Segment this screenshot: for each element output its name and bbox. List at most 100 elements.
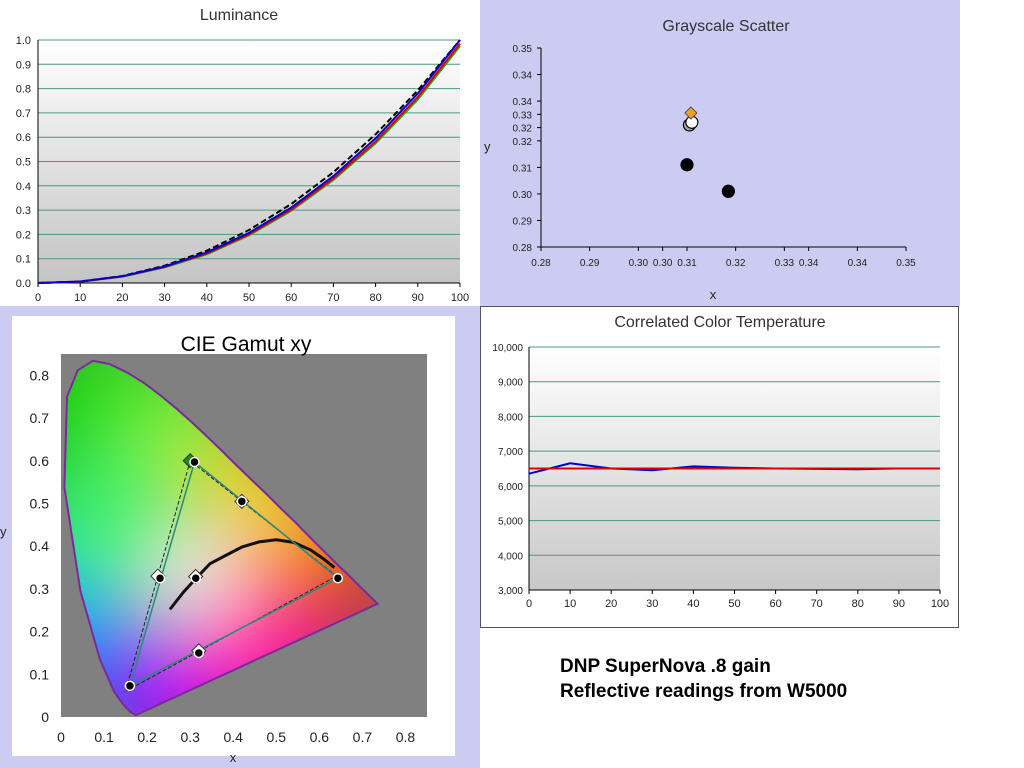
luminance-y-tick: 0.4 [16,181,31,193]
cct-x-tick: 50 [728,598,740,610]
luminance-x-tick: 40 [201,292,213,304]
scatter-x-tick: 0.31 [677,258,697,269]
cct-x-tick: 20 [605,598,617,610]
luminance-series-line-0 [37,39,461,284]
scatter-y-tick: 0.33 [513,110,533,121]
cie-y-label: y [0,524,7,539]
cct-y-tick: 4,000 [498,551,523,562]
cct-y-tick: 8,000 [498,412,523,423]
measured-point-4 [154,572,166,584]
cie-gamut-chart: CIE Gamut xy x y 0 0.1 0.2 0.3 0.4 0.5 0.6 0.7 0… [0,316,455,765]
cie-x-tick: 0.5 [267,729,287,745]
luminance-y-tick: 0.0 [16,278,31,290]
cie-x-tick: 0.1 [94,729,114,745]
grayscale-scatter-title: Grayscale Scatter [662,18,790,35]
note-line-1: DNP SuperNova .8 gain [560,656,771,677]
luminance-x-tick: 100 [451,292,469,304]
cie-y-tick: 0.5 [30,495,50,511]
luminance-x-tick: 20 [116,292,128,304]
cie-title: CIE Gamut xy [181,333,312,356]
scatter-x-tick: 0.32 [726,258,746,269]
luminance-y-tick: 0.7 [16,108,31,120]
cct-x-tick: 10 [564,598,576,610]
luminance-title: Luminance [200,7,278,24]
luminance-y-tick: 0.9 [16,59,31,71]
cct-chart: Correlated Color Temperature 3,000 4,000 5… [492,314,949,610]
cie-x-tick: 0.8 [396,729,416,745]
cct-y-tick: 9,000 [498,378,523,389]
scatter-x-tick: 0.29 [580,258,600,269]
cie-x-tick: 0.7 [353,729,373,745]
scatter-y-tick: 0.30 [513,190,533,201]
scatter-x-tick: 0.33 [775,258,795,269]
luminance-y-tick: 0.8 [16,84,31,96]
cct-y-tick: 6,000 [498,482,523,493]
grayscale-scatter-y-label: y [484,139,491,154]
luminance-x-tick: 70 [327,292,339,304]
spectral-locus-outline [63,359,380,716]
luminance-y-tick: 0.3 [16,205,31,217]
scatter-x-tick: 0.35 [896,258,916,269]
luminance-chart: Luminance 0.0 0.1 0.2 0.3 0.4 0.5 0.6 0.7 0.8 0.9… [16,7,469,304]
cie-y-tick: 0 [41,709,49,725]
scatter-x-tick: 0.30 [653,258,673,269]
measured-point-2 [124,680,136,692]
cie-y-tick: 0.2 [30,624,50,640]
luminance-x-tick: 50 [243,292,255,304]
cie-y-tick: 0.1 [30,666,50,682]
cct-x-tick: 80 [852,598,864,610]
cct-y-tick: 3,000 [498,586,523,597]
cie-gamut-panel: CIE Gamut xy x y 0 0.1 0.2 0.3 0.4 0.5 0.6 0.7 0… [0,306,480,768]
cct-y-tick: 10,000 [492,343,523,354]
scatter-x-tick: 0.30 [629,258,649,269]
scatter-point-0 [721,184,735,198]
cct-x-tick: 60 [769,598,781,610]
measured-point-5 [193,647,205,659]
cie-y-tick: 0.3 [30,581,50,597]
cie-x-tick: 0.2 [137,729,157,745]
cct-x-tick: 30 [646,598,658,610]
luminance-x-tick: 60 [285,292,297,304]
luminance-y-tick: 1.0 [16,35,31,47]
cct-x-tick: 90 [893,598,905,610]
grayscale-scatter-x-label: x [710,287,717,302]
scatter-x-tick: 0.28 [531,258,551,269]
cct-y-tick: 7,000 [498,447,523,458]
cct-x-tick: 100 [931,598,949,610]
scatter-point-4 [684,106,698,120]
scatter-x-tick: 0.34 [848,258,868,269]
cie-y-tick: 0.7 [30,410,50,426]
grayscale-scatter-panel: Grayscale Scatter x y 0.28 0.29 0.30 0.30 0.… [480,0,960,306]
luminance-x-tick: 80 [369,292,381,304]
cct-x-tick: 40 [687,598,699,610]
cie-x-label: x [230,750,237,765]
scatter-x-tick: 0.34 [799,258,819,269]
luminance-chart-panel: Luminance 0.0 0.1 0.2 0.3 0.4 0.5 0.6 0.7 0.8 0.9… [0,0,481,307]
scatter-y-tick: 0.31 [513,163,533,174]
luminance-y-tick: 0.1 [16,254,31,266]
scatter-y-tick: 0.34 [513,97,533,108]
cct-x-tick: 0 [526,598,532,610]
measured-point-3 [236,496,248,507]
cie-y-tick: 0.6 [30,453,50,469]
cct-chart-panel: Correlated Color Temperature 3,000 4,000 5… [480,306,959,628]
scatter-y-tick: 0.28 [513,243,533,254]
luminance-y-tick: 0.5 [16,157,31,169]
cie-y-tick: 0.4 [30,538,50,554]
cie-y-tick: 0.8 [30,367,50,383]
cie-color-field-11 [64,454,183,595]
luminance-x-tick: 0 [35,292,41,304]
luminance-x-tick: 30 [158,292,170,304]
scatter-y-tick: 0.32 [513,137,533,148]
cct-x-tick: 70 [811,598,823,610]
measured-point-6 [190,572,202,584]
luminance-y-tick: 0.2 [16,229,31,241]
luminance-series-line-3 [37,39,461,284]
cie-x-tick: 0.6 [310,729,330,745]
luminance-x-tick: 10 [74,292,86,304]
grayscale-scatter-chart: Grayscale Scatter x y 0.28 0.29 0.30 0.30 0.… [484,18,916,302]
scatter-y-tick: 0.35 [513,44,533,55]
scatter-y-tick: 0.29 [513,216,533,227]
luminance-x-tick: 90 [412,292,424,304]
cct-y-tick: 5,000 [498,517,523,528]
